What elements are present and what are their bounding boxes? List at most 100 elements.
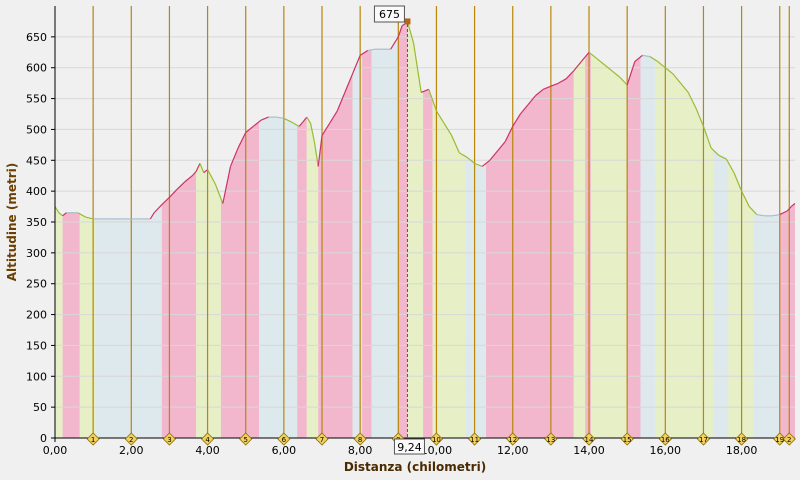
km-markers: 123456789101112131415161718192 [86, 432, 796, 446]
km-marker: 11 [468, 432, 482, 446]
area-segment [753, 210, 780, 438]
area-segment [779, 203, 795, 438]
profile-segment [367, 48, 376, 52]
axes [51, 6, 795, 442]
profile-segment [195, 163, 201, 172]
profile-segment [748, 206, 758, 216]
km-marker-diamond [506, 432, 520, 446]
km-marker: 19 [773, 432, 787, 446]
y-tick-label: 250 [26, 278, 47, 291]
profile-segment [459, 152, 468, 158]
x-tick-label: 10,00 [421, 444, 453, 457]
km-marker-diamond [239, 432, 253, 446]
y-tick-labels: 0 50 100 150 200 250 300 350 400 450 500 550 600 650 [26, 31, 47, 445]
area-segment [585, 52, 591, 439]
profile-segment [62, 212, 67, 217]
km-marker-label: 2 [129, 436, 133, 444]
km-marker-label: 6 [282, 436, 287, 444]
slope-segments [55, 21, 795, 439]
x-tick-label: 6,00 [272, 444, 297, 457]
y-axis-title: Altitudine (metri) [5, 163, 19, 281]
profile-segment [302, 116, 308, 123]
x-tick-label: 2,00 [119, 444, 144, 457]
area-segment [362, 49, 372, 439]
km-marker: 7 [315, 432, 329, 446]
profile-segment [412, 42, 422, 93]
area-segment [432, 100, 466, 438]
profile-segment [649, 56, 659, 63]
profile-segment [344, 73, 354, 93]
profile-segment [642, 54, 651, 58]
profile-segment [149, 212, 155, 220]
profile-segment [588, 51, 598, 59]
km-marker-label: 12 [508, 436, 517, 444]
profile-segment [207, 169, 216, 185]
profile-segment [489, 150, 498, 161]
profile-segment [229, 147, 239, 167]
y-tick-label: 50 [33, 401, 47, 414]
area-segment [95, 218, 151, 438]
x-tick-label: 8,00 [348, 444, 373, 457]
profile-segment [725, 158, 735, 173]
x-tick-label: 12,00 [497, 444, 529, 457]
profile-segment [191, 170, 197, 177]
profile-segment [565, 70, 575, 80]
x-axis-title: Distanza (chilometri) [344, 460, 486, 474]
y-tick-label: 450 [26, 154, 47, 167]
area-segment [161, 171, 197, 438]
area-segment [486, 70, 574, 439]
km-marker: 5 [239, 432, 253, 446]
profile-segment [214, 183, 224, 204]
km-marker-label: 19 [775, 436, 784, 444]
km-marker: 2 [124, 432, 138, 446]
km-marker-label: 14 [585, 436, 594, 444]
profile-segment [54, 206, 60, 214]
profile-segment [420, 88, 430, 93]
km-marker-diamond [582, 432, 596, 446]
profile-segment [451, 135, 460, 154]
profile-segment [512, 113, 521, 127]
km-marker-label: 16 [661, 436, 670, 444]
km-marker-diamond [124, 432, 138, 446]
profile-segment [664, 67, 674, 75]
profile-segment [435, 110, 445, 124]
area-segment [712, 149, 729, 439]
profile-segment [603, 64, 613, 72]
km-marker-label: 7 [320, 436, 324, 444]
area-segment [423, 89, 433, 439]
profile-segment [687, 92, 697, 109]
area-segment [297, 117, 307, 438]
profile-segment [733, 172, 743, 192]
profile-segment [497, 141, 506, 152]
km-marker-diamond [620, 432, 634, 446]
km-marker-label: 1 [91, 436, 95, 444]
area-segment [55, 206, 63, 438]
profile-segment [298, 121, 304, 127]
y-tick-label: 650 [26, 31, 47, 44]
profile-segment [672, 73, 682, 84]
profile-segment [443, 122, 453, 136]
profile-segment [222, 166, 232, 204]
profile-segment [77, 212, 86, 218]
y-tick-label: 0 [40, 432, 47, 445]
km-marker-diamond [782, 432, 796, 446]
km-marker: 12 [506, 432, 520, 446]
profile-segment [481, 159, 491, 167]
cursor-y-value: 675 [379, 8, 400, 21]
km-marker-diamond [315, 432, 329, 446]
km-marker: 18 [735, 432, 749, 446]
profile-segment [203, 169, 208, 174]
cursor: 675 9,24 [373, 5, 425, 455]
profile-segment [237, 132, 247, 149]
km-marker: 2 [782, 432, 796, 446]
km-marker: 1 [86, 432, 100, 446]
area-segment [62, 212, 80, 438]
km-marker: 4 [201, 432, 215, 446]
profile-segment [680, 82, 689, 93]
profile-segment [260, 116, 269, 121]
y-tick-label: 400 [26, 185, 47, 198]
profile-segment [558, 78, 567, 84]
y-tick-label: 150 [26, 339, 47, 352]
x-tick-label: 4,00 [195, 444, 220, 457]
